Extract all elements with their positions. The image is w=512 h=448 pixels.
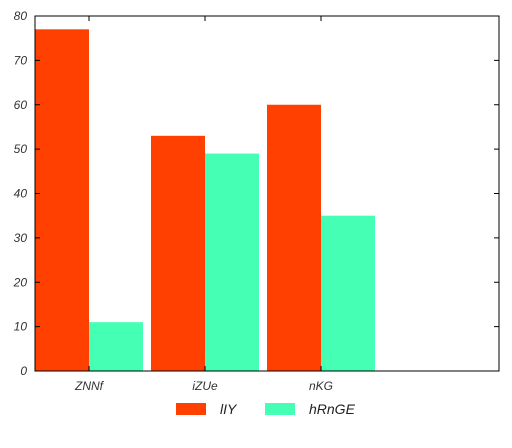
y-tick-label: 10 xyxy=(14,320,28,334)
legend-swatch-hRnGE xyxy=(265,403,295,415)
bars-layer xyxy=(35,29,375,371)
y-tick-label: 50 xyxy=(14,142,28,156)
y-tick-label: 20 xyxy=(13,275,28,289)
bar-lIY-nKG xyxy=(267,105,321,371)
x-tick-label: ZNNf xyxy=(74,379,105,393)
y-tick-label: 60 xyxy=(14,98,28,112)
bar-hRnGE-ZNNf xyxy=(89,322,143,371)
legend-swatch-lIY xyxy=(176,403,206,415)
bar-lIY-iZUe xyxy=(151,136,205,371)
x-tick-label: nKG xyxy=(309,379,333,393)
x-tick-label: iZUe xyxy=(192,379,218,393)
bar-hRnGE-nKG xyxy=(321,216,375,371)
legend-label-lIY: lIY xyxy=(220,401,238,417)
legend-label-hRnGE: hRnGE xyxy=(309,401,356,417)
y-tick-label: 80 xyxy=(14,9,28,23)
y-tick-label: 70 xyxy=(14,53,28,67)
y-tick-label: 40 xyxy=(14,187,28,201)
bar-hRnGE-iZUe xyxy=(205,154,259,371)
y-tick-label: 0 xyxy=(20,364,27,378)
y-tick-label: 30 xyxy=(14,231,28,245)
bar-lIY-ZNNf xyxy=(35,29,89,371)
legend: lIY hRnGE xyxy=(176,401,356,417)
